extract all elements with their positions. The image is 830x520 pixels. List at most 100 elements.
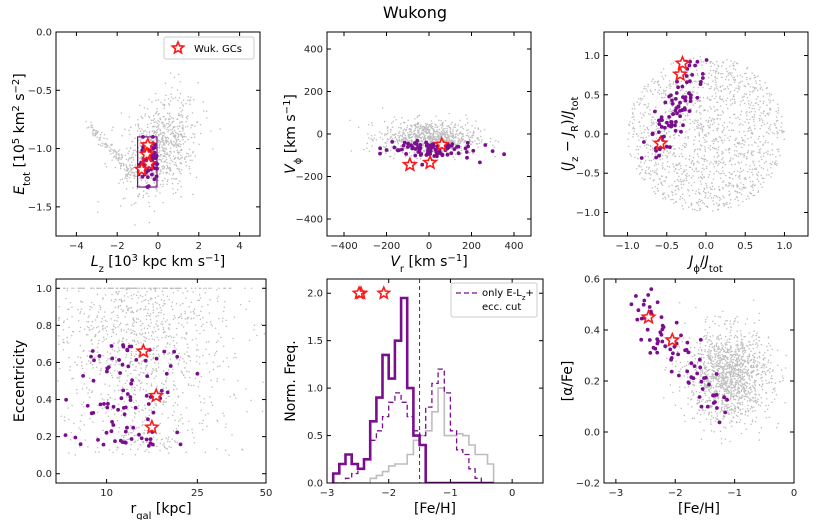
field-star-point	[723, 127, 725, 129]
field-star-point	[166, 136, 169, 139]
field-star-point	[649, 177, 651, 179]
field-star-point	[718, 196, 721, 199]
field-star-point	[134, 287, 136, 290]
field-star-point	[144, 429, 146, 432]
field-star-point	[113, 155, 116, 158]
field-star-point	[371, 138, 374, 141]
field-star-point	[672, 198, 674, 201]
field-star-point	[120, 158, 122, 160]
field-star-point	[156, 336, 158, 339]
field-star-point	[438, 138, 441, 141]
member-star-point	[125, 425, 129, 430]
field-star-point	[150, 140, 152, 142]
field-star-point	[178, 112, 180, 115]
field-star-point	[410, 140, 413, 142]
field-star-point	[739, 81, 742, 83]
field-star-point	[664, 143, 667, 145]
field-star-point	[700, 61, 703, 63]
field-star-point	[703, 82, 706, 85]
field-star-point	[402, 129, 405, 131]
field-star-point	[747, 195, 749, 198]
member-star-point	[688, 79, 692, 83]
field-star-point	[162, 123, 165, 126]
field-star-point	[745, 178, 747, 181]
field-star-point	[147, 287, 150, 290]
field-star-point	[120, 414, 123, 417]
field-star-point	[763, 110, 765, 112]
field-star-point	[762, 143, 764, 146]
field-star-point	[732, 157, 734, 160]
field-star-point	[381, 151, 383, 153]
field-star-point	[81, 287, 83, 290]
field-star-point	[97, 130, 99, 133]
field-star-point	[169, 72, 172, 74]
field-star-point	[132, 430, 135, 432]
field-star-point	[743, 186, 746, 188]
field-star-point	[186, 343, 189, 346]
field-star-point	[735, 196, 738, 198]
field-star-point	[438, 128, 441, 131]
field-star-point	[79, 428, 82, 431]
field-star-point	[744, 102, 746, 105]
field-star-point	[649, 170, 652, 172]
member-star-point	[384, 148, 389, 152]
field-star-point	[102, 328, 104, 331]
field-star-point	[134, 428, 137, 430]
member-star-point	[164, 371, 169, 376]
field-star-point	[202, 317, 204, 319]
field-star-point	[172, 287, 175, 290]
field-star-point	[143, 404, 146, 406]
field-star-point	[643, 95, 645, 97]
field-star-point	[442, 128, 445, 130]
member-star-point	[85, 403, 90, 408]
field-star-point	[670, 116, 673, 118]
field-star-point	[114, 319, 116, 322]
field-star-point	[179, 356, 182, 358]
field-star-point	[159, 172, 162, 174]
member-star-point	[137, 432, 141, 437]
field-star-point	[689, 82, 692, 85]
field-star-point	[86, 320, 88, 323]
field-star-point	[431, 137, 434, 139]
field-star-point	[31, 327, 33, 329]
field-star-point	[459, 142, 462, 145]
field-star-point	[169, 157, 172, 159]
member-star-point	[146, 402, 151, 406]
field-star-point	[714, 87, 716, 89]
field-star-point	[777, 109, 780, 112]
field-star-point	[710, 120, 712, 122]
field-star-point	[203, 329, 205, 331]
field-star-point	[713, 89, 716, 91]
field-star-point	[5, 359, 7, 361]
member-star-point	[146, 417, 150, 422]
field-star-point	[261, 410, 264, 412]
field-star-point	[189, 103, 191, 105]
field-star-point	[743, 84, 746, 87]
field-star-point	[436, 158, 439, 161]
field-star-point	[157, 345, 159, 347]
field-star-point	[721, 110, 724, 113]
field-star-point	[135, 369, 137, 371]
field-star-point	[211, 386, 213, 388]
field-star-point	[717, 90, 720, 92]
field-star-point	[135, 376, 137, 379]
field-star-point	[744, 85, 747, 88]
field-star-point	[137, 448, 139, 450]
field-star-point	[216, 377, 219, 380]
field-star-point	[435, 115, 437, 118]
field-star-point	[766, 131, 768, 133]
field-star-point	[717, 204, 720, 207]
x-tick-label: −3	[320, 488, 335, 499]
field-star-point	[752, 86, 754, 89]
field-star-point	[647, 105, 649, 108]
field-star-point	[141, 117, 144, 119]
field-star-point	[681, 173, 683, 175]
field-star-point	[397, 134, 399, 137]
field-star-point	[182, 105, 185, 107]
field-star-point	[116, 419, 119, 422]
field-star-point	[269, 349, 271, 351]
member-star-point	[657, 122, 662, 126]
y-tick-label: 0.5	[584, 90, 600, 101]
field-star-point	[167, 144, 170, 146]
field-star-point	[188, 167, 191, 170]
